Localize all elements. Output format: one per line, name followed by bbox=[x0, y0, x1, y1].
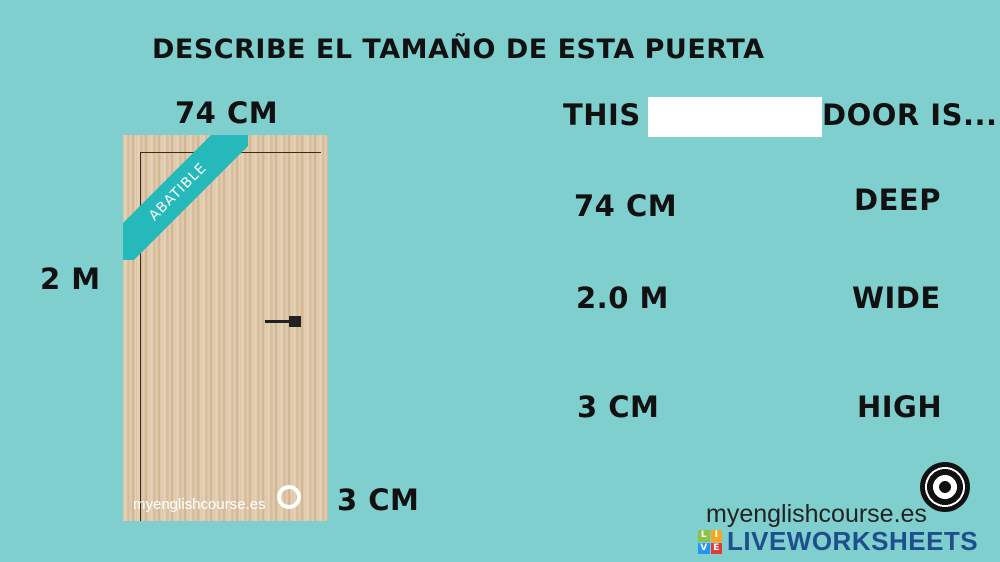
target-logo-icon bbox=[920, 462, 970, 512]
door-handle bbox=[265, 320, 290, 323]
adjective-option[interactable]: WIDE bbox=[852, 281, 941, 315]
liveworksheets-logo: LIVEWORKSHEETS bbox=[727, 526, 979, 556]
sentence-end: DOOR IS... bbox=[822, 98, 998, 132]
answer-blank-input[interactable] bbox=[648, 97, 822, 137]
icon-letter: L bbox=[698, 530, 710, 542]
measure-option[interactable]: 2.0 M bbox=[576, 281, 669, 315]
brand-text: myenglishcourse.es bbox=[706, 500, 927, 528]
sentence-start: THIS bbox=[563, 98, 641, 132]
door-height-label: 2 M bbox=[40, 262, 101, 296]
door-width-label: 74 CM bbox=[175, 96, 279, 130]
icon-letter: V bbox=[698, 542, 710, 554]
icon-letter: E bbox=[710, 542, 722, 554]
door-image: ABATIBLE myenglishcourse.es bbox=[123, 135, 328, 521]
door-depth-label: 3 CM bbox=[337, 483, 420, 517]
target-logo-icon bbox=[277, 485, 301, 509]
watermark: myenglishcourse.es bbox=[133, 496, 266, 513]
ribbon-text: ABATIBLE bbox=[123, 135, 248, 260]
icon-letter: I bbox=[710, 530, 722, 542]
adjective-option[interactable]: HIGH bbox=[857, 390, 943, 424]
measure-option[interactable]: 74 CM bbox=[574, 189, 678, 223]
page-title: DESCRIBE EL TAMAÑO DE ESTA PUERTA bbox=[152, 34, 765, 65]
adjective-option[interactable]: DEEP bbox=[854, 183, 941, 217]
abatible-ribbon: ABATIBLE bbox=[123, 135, 248, 260]
liveworksheets-icon: L I V E bbox=[698, 530, 722, 554]
measure-option[interactable]: 3 CM bbox=[577, 390, 660, 424]
door-handle-rose bbox=[289, 316, 301, 327]
